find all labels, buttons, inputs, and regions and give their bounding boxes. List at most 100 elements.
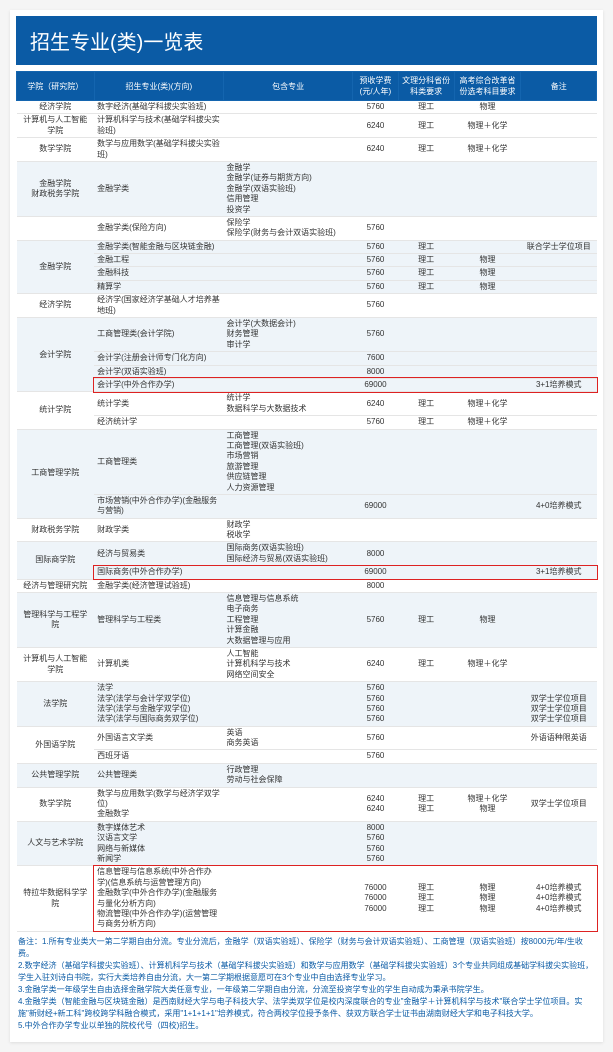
table-row: 数学学院数学与应用数学(数学与经济学双学位)金融数学62406240理工理工物理…	[17, 787, 597, 821]
cell-req2: 物理	[454, 101, 521, 114]
footnotes: 备注：1.所有专业类大一第二学期自由分流。专业分流后，金融学（双语实验班）、保险…	[16, 932, 597, 1036]
cell-major: 经济学(国家经济学基础人才培养基地班)	[94, 294, 223, 318]
table-row: 统计学院统计学类统计学数据科学与大数据技术6240理工物理＋化学	[17, 392, 597, 416]
cell-req1: 理工	[398, 240, 454, 253]
cell-included	[223, 267, 352, 280]
col-header-5: 高考综合改革省份选考科目要求	[454, 72, 521, 101]
cell-dept: 财政税务学院	[17, 518, 95, 542]
cell-req2	[454, 682, 521, 727]
cell-note	[521, 429, 597, 494]
cell-dept: 公共管理学院	[17, 763, 95, 787]
cell-note	[521, 101, 597, 114]
cell-req1: 理工	[398, 114, 454, 138]
cell-note: 外语语种限英语	[521, 726, 597, 750]
cell-dept: 工商管理学院	[17, 429, 95, 518]
cell-note	[521, 280, 597, 293]
cell-included	[223, 280, 352, 293]
cell-included: 保险学保险学(财务与会计双语实验班)	[223, 216, 352, 240]
cell-dept: 法学院	[17, 682, 95, 727]
cell-included	[223, 294, 352, 318]
cell-fee: 62406240	[353, 787, 398, 821]
cell-note	[521, 161, 597, 216]
cell-req1	[398, 378, 454, 391]
cell-major: 公共管理类	[94, 763, 223, 787]
cell-dept: 特拉华数据科学学院	[17, 866, 95, 931]
cell-note	[521, 542, 597, 566]
cell-major: 会计学(注册会计师专门化方向)	[94, 352, 223, 365]
cell-dept: 计算机与人工智能学院	[17, 114, 95, 138]
cell-req2	[454, 518, 521, 542]
table-row: 会计学(中外合作办学)690003+1培养模式	[17, 378, 597, 391]
cell-fee: 5760	[353, 593, 398, 648]
cell-included: 信息管理与信息系统电子商务工程管理计算金融大数据管理与应用	[223, 593, 352, 648]
cell-major: 经济统计学	[94, 416, 223, 429]
cell-major: 经济与贸易类	[94, 542, 223, 566]
cell-note	[521, 750, 597, 763]
cell-req1	[398, 518, 454, 542]
cell-req1	[398, 763, 454, 787]
cell-req2	[454, 542, 521, 566]
cell-fee: 5760	[353, 280, 398, 293]
cell-dept: 外国语学院	[17, 726, 95, 763]
table-row: 人文与艺术学院数字媒体艺术汉语言文学网络与新媒体新闻学8000576057605…	[17, 821, 597, 866]
table-row: 经济学院经济学(国家经济学基础人才培养基地班)5760	[17, 294, 597, 318]
cell-major: 金融学类(智能金融与区块链金融)	[94, 240, 223, 253]
cell-major: 国际商务(中外合作办学)	[94, 566, 223, 579]
cell-included: 行政管理劳动与社会保障	[223, 763, 352, 787]
cell-req1	[398, 429, 454, 494]
cell-req1	[398, 579, 454, 592]
cell-req2: 物理＋化学	[454, 416, 521, 429]
cell-major: 统计学类	[94, 392, 223, 416]
cell-req1	[398, 365, 454, 378]
cell-req2	[454, 750, 521, 763]
cell-included	[223, 866, 352, 931]
cell-req2: 物理＋化学	[454, 392, 521, 416]
cell-included	[223, 494, 352, 518]
cell-dept: 金融学院财政税务学院	[17, 161, 95, 216]
cell-req1	[398, 161, 454, 216]
cell-req2	[454, 566, 521, 579]
cell-included: 会计学(大数据会计)财务管理审计学	[223, 318, 352, 352]
table-row: 金融科技5760理工物理	[17, 267, 597, 280]
cell-note	[521, 254, 597, 267]
cell-note: 4+0培养模式	[521, 494, 597, 518]
table-row: 数学学院数学与应用数学(基础学科拔尖实验班)6240理工物理＋化学	[17, 138, 597, 162]
cell-req1: 理工	[398, 280, 454, 293]
cell-note	[521, 352, 597, 365]
cell-dept: 金融学院	[17, 240, 95, 294]
cell-req2	[454, 352, 521, 365]
cell-included	[223, 566, 352, 579]
cell-included: 人工智能计算机科学与技术网络空间安全	[223, 647, 352, 681]
cell-req2: 物理＋化学	[454, 647, 521, 681]
cell-note	[521, 416, 597, 429]
cell-fee: 6240	[353, 138, 398, 162]
cell-fee: 8000	[353, 579, 398, 592]
cell-req2: 物理	[454, 254, 521, 267]
cell-req1	[398, 318, 454, 352]
cell-req2	[454, 294, 521, 318]
cell-fee: 5760	[353, 254, 398, 267]
cell-req2: 物理＋化学	[454, 138, 521, 162]
cell-major: 金融工程	[94, 254, 223, 267]
cell-dept: 经济学院	[17, 101, 95, 114]
cell-req2	[454, 494, 521, 518]
cell-req1	[398, 566, 454, 579]
table-row: 工商管理学院工商管理类工商管理工商管理(双语实验班)市场营销旅游管理供应链管理人…	[17, 429, 597, 494]
cell-dept: 统计学院	[17, 392, 95, 429]
table-row: 财政税务学院财政学类财政学税收学	[17, 518, 597, 542]
cell-fee: 5760	[353, 750, 398, 763]
cell-note	[521, 365, 597, 378]
cell-note	[521, 294, 597, 318]
cell-note	[521, 267, 597, 280]
table-row: 计算机与人工智能学院计算机科学与技术(基础学科拔尖实验班)6240理工物理＋化学	[17, 114, 597, 138]
cell-note	[521, 392, 597, 416]
cell-included	[223, 787, 352, 821]
cell-major: 数字经济(基础学科拔尖实验班)	[94, 101, 223, 114]
cell-major: 财政学类	[94, 518, 223, 542]
cell-included	[223, 240, 352, 253]
cell-included	[223, 254, 352, 267]
cell-note: 双学士学位项目	[521, 787, 597, 821]
cell-fee: 5760	[353, 267, 398, 280]
cell-major: 数字媒体艺术汉语言文学网络与新媒体新闻学	[94, 821, 223, 866]
table-row: 经济统计学5760理工物理＋化学	[17, 416, 597, 429]
